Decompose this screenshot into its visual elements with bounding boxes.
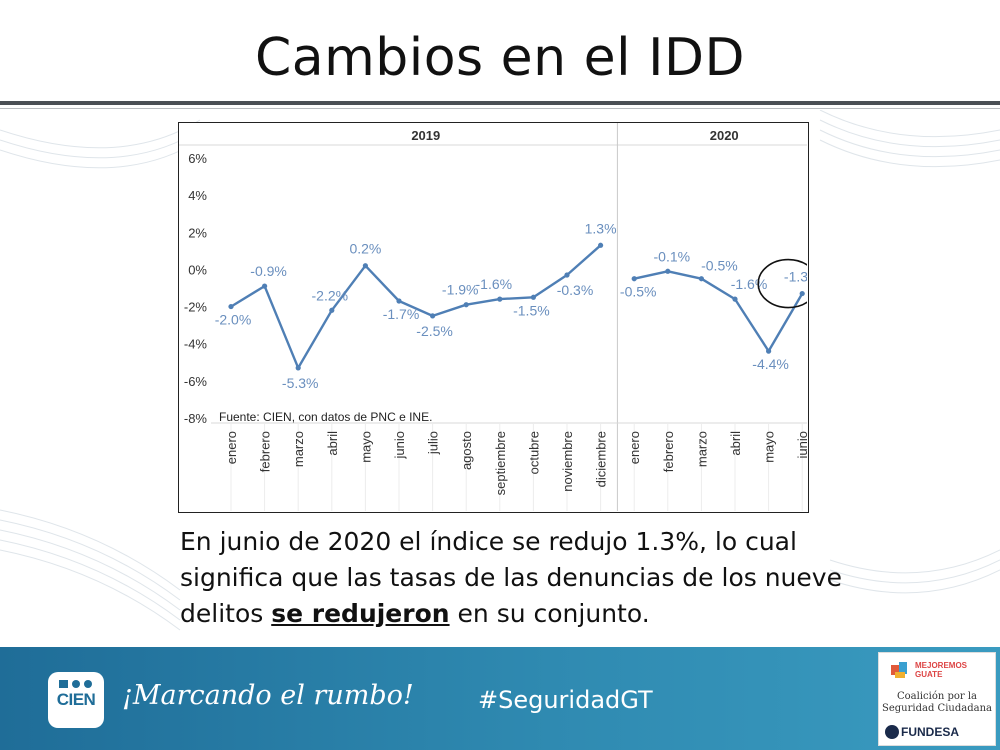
data-label: -1.6% [476,276,513,292]
x-tick-label: enero [627,431,642,464]
data-point [665,268,671,274]
x-tick-label: octubre [526,431,541,474]
fundesa-logo-icon [885,725,899,739]
data-label: -0.5% [620,284,657,300]
data-point [329,307,335,313]
title-divider-thin [0,108,1000,109]
partner-top-text: MEJOREMOS GUATE [915,661,968,679]
cien-logo-dots-icon [59,680,92,688]
background-decoration [0,110,1000,631]
data-point [262,283,268,289]
y-tick-label: 4% [188,188,207,203]
y-tick-label: -4% [184,337,208,352]
x-tick-label: marzo [291,431,306,467]
y-tick-label: -8% [184,411,208,426]
caption-text-1: En junio de 2020 el índice se redujo 1.3… [180,527,842,628]
data-point [766,348,772,354]
data-label: -1.6% [731,276,768,292]
partner-coalition-text: Coalición por la Seguridad Ciudadana [879,691,995,715]
chart-container: 2019 2020 6% 4% 2% 0% -2% -4% -6% -8% enero febrero… [178,122,809,513]
x-tick-label: junio [795,431,807,459]
data-label: -1.9% [442,282,479,298]
data-label: -5.3% [282,375,319,391]
panel-year-label: 2020 [710,128,739,143]
data-label: -0.5% [701,258,738,274]
x-tick-label: abril [325,431,340,456]
line-chart: 2019 2020 6% 4% 2% 0% -2% -4% -6% -8% enero febrero… [179,123,807,511]
x-tick-label: agosto [459,431,474,470]
data-point [799,290,805,297]
x-tick-label: abril [728,431,743,456]
data-label: 0.2% [349,241,381,257]
data-point [228,303,234,310]
partner-mid-line2: Seguridad Ciudadana [882,703,992,714]
cien-logo: CIEN [48,672,104,728]
data-point [564,272,570,278]
data-point [631,276,637,282]
data-point [530,294,536,300]
x-tick-label: enero [224,431,239,464]
x-tick-label: diciembre [594,431,609,487]
data-label: -4.4% [752,356,789,372]
data-label: -0.1% [654,248,691,264]
partner-fundesa-text: FUNDESA [901,725,960,739]
x-tick-label: mayo [358,431,373,463]
y-tick-label: -6% [184,374,208,389]
x-tick-label: septiembre [493,431,508,495]
highlight-circle [757,258,807,309]
data-label: -1.5% [513,302,550,318]
partner-logo-box: MEJOREMOS GUATE Coalición por la Segurid… [878,652,996,746]
y-tick-label: 2% [188,225,207,240]
x-tick-label: marzo [694,431,709,467]
caption-text-2: en su conjunto. [449,599,650,628]
x-tick-label: junio [392,431,407,459]
data-point [463,302,469,308]
panel-year-label: 2019 [411,128,440,143]
title-divider [0,101,1000,105]
y-tick-label: -2% [184,300,208,315]
series-line-2020 [633,270,804,353]
data-point [497,296,503,302]
data-point [698,276,705,282]
y-tick-label: 6% [188,151,207,166]
data-label: 1.3% [585,220,617,236]
data-label: -2.0% [215,312,252,328]
data-point [430,313,436,319]
data-point [598,242,604,248]
data-point [295,365,301,371]
x-tick-label: febrero [258,431,273,472]
data-label: -2.5% [416,323,453,339]
data-point [362,263,368,269]
slide-title: Cambios en el IDD [254,28,746,88]
x-tick-label: febrero [661,431,676,472]
data-point [732,296,738,302]
series-line-2019 [230,244,602,370]
data-label: -2.2% [312,287,349,303]
x-tick-label: noviembre [560,431,575,492]
slogan: ¡Marcando el rumbo! [122,680,414,711]
source-note: Fuente: CIEN, con datos de PNC e INE. [219,410,432,424]
data-label: -1.7% [383,306,420,322]
data-label: -1.3% [784,269,807,285]
data-point [396,298,402,304]
footer-bar [0,647,1000,750]
hashtag: #SeguridadGT [478,686,653,714]
x-tick-label: julio [426,431,441,455]
y-tick-label: 0% [188,262,207,277]
partner-mid-line1: Coalición por la [896,691,977,702]
slide-caption: En junio de 2020 el índice se redujo 1.3… [180,524,880,632]
data-label: -0.3% [557,282,594,298]
cien-logo-text: CIEN [56,690,96,709]
x-tick-label: mayo [762,431,777,463]
caption-emphasis: se redujeron [271,599,450,628]
mejoremos-guate-logo-icon [891,662,907,678]
data-label: -0.9% [250,263,287,279]
